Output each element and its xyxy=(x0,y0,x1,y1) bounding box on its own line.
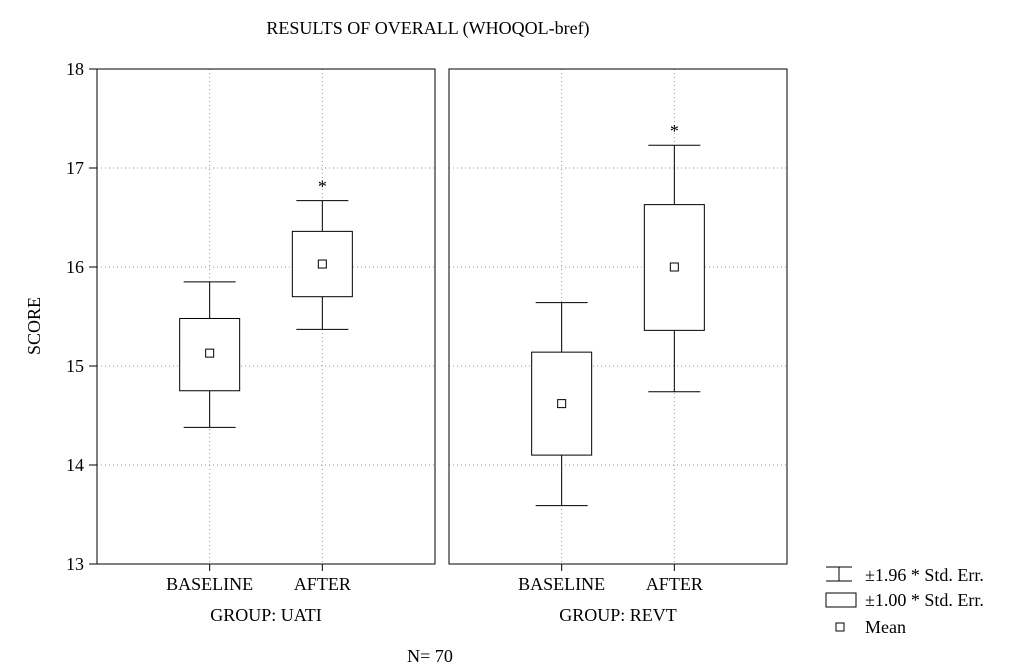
panel-frame xyxy=(96,68,436,565)
legend-box-icon xyxy=(825,592,857,608)
legend-item: ±1.96 * Std. Err. xyxy=(826,565,984,585)
mean-marker xyxy=(557,399,567,409)
box-baseline xyxy=(531,302,593,507)
x-category-label: AFTER xyxy=(646,574,703,594)
chart-panels: BASELINE * AFTER GROUP: UATI BASELINE * AFTER G… xyxy=(96,68,788,625)
mean-marker xyxy=(317,259,327,269)
legend-label: Mean xyxy=(865,617,906,637)
legend-label: ±1.96 * Std. Err. xyxy=(865,565,984,585)
y-tick-label: 15 xyxy=(66,356,84,376)
x-category-label: BASELINE xyxy=(518,574,605,594)
significance-marker: * xyxy=(670,121,679,141)
sample-size-note: N= 70 xyxy=(407,646,453,666)
y-axis-label: SCORE xyxy=(24,297,44,355)
y-tick-label: 16 xyxy=(66,257,84,277)
y-tick-label: 18 xyxy=(66,59,84,79)
chart-title: RESULTS OF OVERALL (WHOQOL-bref) xyxy=(266,18,589,39)
mean-marker xyxy=(669,262,679,272)
panel-frame xyxy=(448,68,788,565)
legend: ±1.96 * Std. Err. ±1.00 * Std. Err. Mean xyxy=(825,565,984,637)
group-label: GROUP: REVT xyxy=(559,605,677,625)
legend-mean-icon xyxy=(835,622,845,632)
box-baseline xyxy=(179,281,241,428)
panel: BASELINE * AFTER GROUP: REVT xyxy=(448,68,788,625)
y-axis-ticks: 13 14 15 16 17 18 xyxy=(66,59,97,574)
y-tick-label: 14 xyxy=(66,455,84,475)
mean-marker xyxy=(205,348,215,358)
significance-marker: * xyxy=(318,177,327,197)
x-category-label: BASELINE xyxy=(166,574,253,594)
legend-label: ±1.00 * Std. Err. xyxy=(865,590,984,610)
legend-item: ±1.00 * Std. Err. xyxy=(825,590,984,610)
panel: BASELINE * AFTER GROUP: UATI xyxy=(96,68,436,625)
box-after: * xyxy=(643,121,705,393)
legend-item: Mean xyxy=(835,617,906,637)
y-tick-label: 17 xyxy=(66,158,84,178)
box-after: * xyxy=(291,177,353,330)
y-tick-label: 13 xyxy=(66,554,84,574)
group-label: GROUP: UATI xyxy=(210,605,322,625)
x-category-label: AFTER xyxy=(294,574,351,594)
